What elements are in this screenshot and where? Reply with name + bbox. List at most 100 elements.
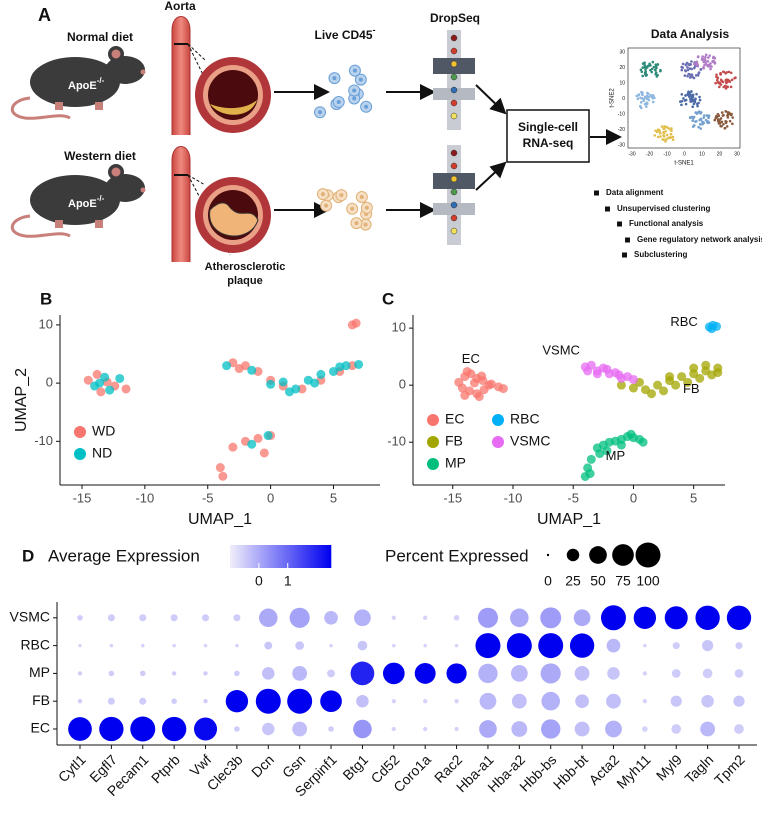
panel-a: A Aorta Normal diet Western diet ApoE-/-…	[11, 0, 762, 287]
tsne-dot	[654, 68, 657, 72]
colorbar-cell	[300, 545, 304, 568]
bead	[450, 73, 458, 81]
dot	[670, 695, 682, 707]
size-label: 100	[636, 573, 660, 589]
dot	[479, 692, 497, 710]
tsne-tick: 0	[683, 151, 686, 157]
point	[469, 378, 479, 388]
tsne-dot	[680, 68, 684, 72]
point	[100, 372, 110, 382]
dot	[68, 717, 92, 741]
tsne-dot	[641, 93, 644, 97]
tsne-dot	[658, 129, 661, 133]
y-tick-label: -10	[34, 433, 53, 448]
dot	[643, 643, 647, 648]
legend-label: WD	[92, 423, 115, 439]
tsne-dot	[696, 55, 700, 59]
tsne-dot	[693, 62, 696, 66]
tsne-tick: -30	[618, 142, 625, 148]
point	[689, 363, 699, 373]
tsne-dot	[639, 101, 643, 104]
y-tick-label: VSMC	[10, 609, 50, 625]
dot	[107, 697, 115, 705]
tsne-dot	[693, 99, 696, 103]
point	[247, 439, 257, 449]
dot	[574, 666, 590, 681]
dot	[259, 608, 278, 628]
step-label: Gene regulatory network analysis	[637, 235, 762, 244]
legend-title: Percent Expressed	[385, 546, 529, 565]
tsne-dot	[683, 74, 687, 77]
cell-nucleus	[364, 104, 369, 109]
dot	[161, 716, 187, 742]
y-tick-label: 0	[399, 377, 406, 392]
tsne-dot	[659, 69, 662, 73]
dot	[109, 643, 114, 648]
dot	[538, 633, 564, 659]
dot	[642, 726, 648, 732]
tsne-dot	[648, 62, 651, 66]
point	[474, 392, 484, 402]
tsne-tick: -20	[618, 127, 625, 133]
dot	[664, 606, 688, 630]
cell-nucleus	[363, 222, 368, 227]
dot	[292, 721, 308, 737]
tsne-dot	[644, 96, 648, 99]
dot	[642, 699, 648, 704]
tsne-tick: 30	[734, 151, 740, 157]
tsne-dot	[707, 116, 710, 120]
tsne-dot	[687, 72, 690, 76]
colorbar-cell	[238, 545, 241, 568]
dot	[295, 641, 304, 650]
x-tick-label: Clec3b	[204, 751, 246, 793]
dot	[255, 688, 281, 714]
colorbar-cell	[254, 545, 257, 568]
tsne-dot	[692, 124, 696, 127]
point	[457, 383, 467, 393]
tsne-dot	[726, 116, 730, 119]
tsne-dot	[701, 58, 705, 61]
tsne-dot	[711, 60, 715, 64]
tsne-dot	[664, 140, 667, 143]
point	[713, 368, 723, 378]
y-tick-label: 0	[46, 375, 53, 390]
tsne-dot	[655, 66, 658, 70]
dot	[671, 724, 682, 734]
dot	[107, 614, 115, 622]
point	[671, 380, 681, 390]
tsne-dot	[646, 91, 649, 95]
colorbar-cell	[272, 545, 275, 568]
tsne-dot	[708, 54, 712, 57]
dot	[454, 643, 459, 648]
colorbar-cell	[230, 545, 233, 568]
tsne-dot	[720, 111, 724, 114]
cluster-label: FB	[683, 381, 700, 396]
dot	[606, 693, 621, 709]
step-label: Functional analysis	[629, 219, 704, 228]
point	[602, 364, 612, 374]
tsne-dot	[641, 62, 645, 65]
point	[498, 384, 508, 394]
tsne-dot	[686, 66, 689, 69]
y-tick-label: 10	[392, 320, 406, 335]
point	[602, 446, 612, 456]
point	[263, 431, 273, 441]
colorbar-cell	[266, 545, 269, 568]
genotype: ApoE-/-	[68, 76, 105, 92]
tsne-dot	[671, 138, 675, 142]
tsne-tick: 30	[619, 49, 625, 55]
dot	[139, 614, 147, 622]
cells	[314, 64, 373, 231]
dot	[327, 669, 336, 678]
arrow	[475, 161, 507, 191]
tsne-tick: 20	[619, 65, 625, 71]
dot	[328, 726, 334, 732]
tsne-dot	[684, 63, 688, 67]
analysis-title: Data Analysis	[651, 27, 730, 41]
tsne-dot	[728, 80, 732, 83]
dot	[292, 666, 308, 681]
dropseq-label: DropSeq	[430, 11, 480, 25]
point	[586, 454, 596, 464]
tsne-dot	[698, 123, 702, 126]
